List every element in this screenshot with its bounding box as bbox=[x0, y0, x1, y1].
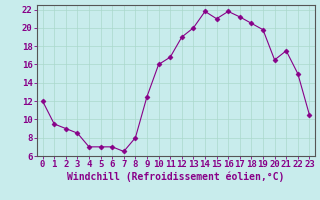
X-axis label: Windchill (Refroidissement éolien,°C): Windchill (Refroidissement éolien,°C) bbox=[67, 172, 285, 182]
